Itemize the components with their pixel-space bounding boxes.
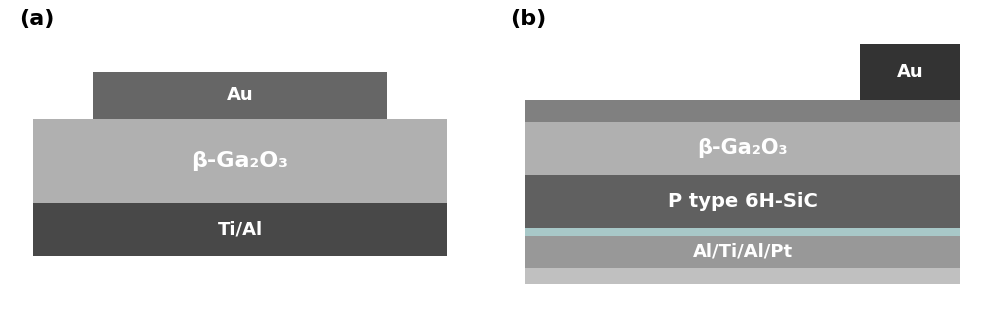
Text: Au: Au <box>897 63 923 81</box>
Text: β-Ga₂O₃: β-Ga₂O₃ <box>192 151 288 171</box>
Text: β-Ga₂O₃: β-Ga₂O₃ <box>697 138 788 158</box>
Bar <box>525 236 960 268</box>
Text: P type 6H-SiC: P type 6H-SiC <box>668 192 817 211</box>
Text: Au: Au <box>227 86 253 104</box>
Bar <box>33 119 447 203</box>
Bar <box>525 175 960 228</box>
Text: Ti/Al: Ti/Al <box>217 220 263 238</box>
Bar <box>525 268 960 284</box>
Bar <box>525 122 960 175</box>
Bar <box>93 72 387 119</box>
Bar <box>860 44 960 100</box>
Text: (b): (b) <box>510 9 546 29</box>
Bar <box>525 228 960 236</box>
Bar <box>525 100 960 122</box>
Text: (a): (a) <box>19 9 55 29</box>
Bar <box>33 203 447 256</box>
Text: Al/Ti/Al/Pt: Al/Ti/Al/Pt <box>692 243 793 261</box>
